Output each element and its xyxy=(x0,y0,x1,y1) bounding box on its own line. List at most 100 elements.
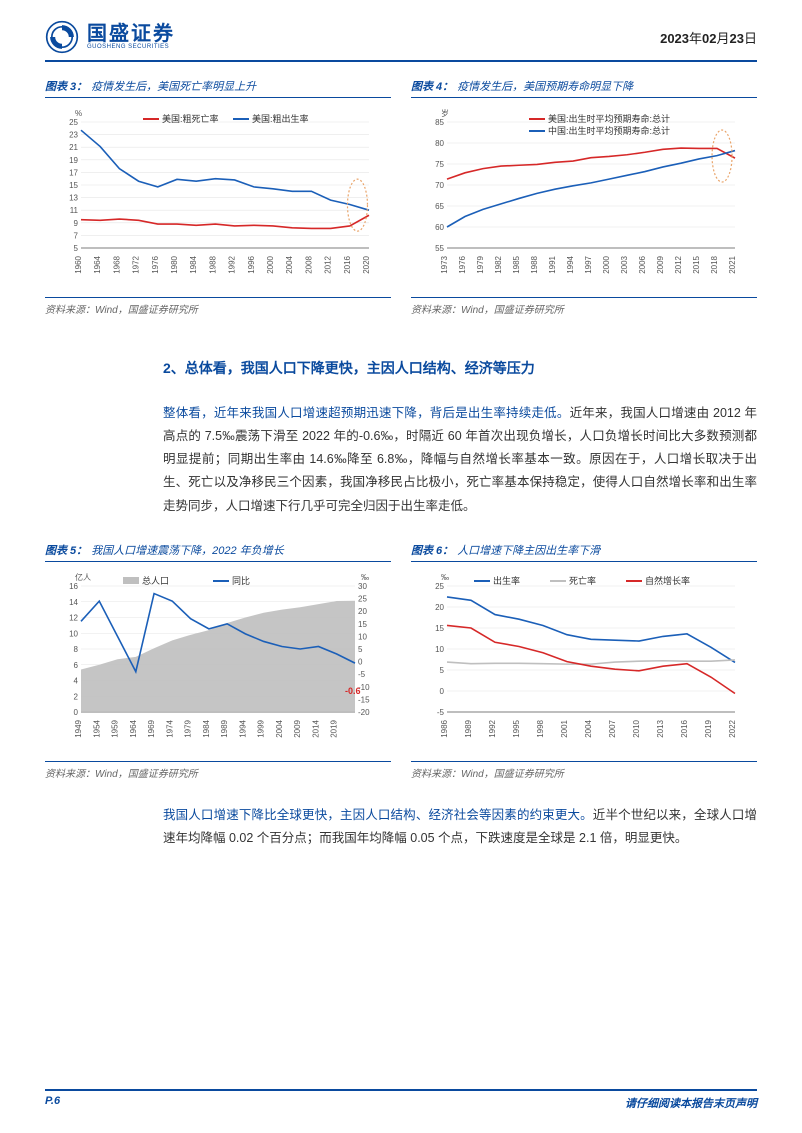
chart3-svg: 5791113151719212325196019641968197219761… xyxy=(45,102,391,292)
svg-text:2022: 2022 xyxy=(728,719,737,737)
svg-text:1988: 1988 xyxy=(208,255,217,273)
svg-text:总人口: 总人口 xyxy=(142,575,169,586)
svg-text:17: 17 xyxy=(69,168,78,177)
svg-text:2010: 2010 xyxy=(632,719,641,737)
svg-text:2004: 2004 xyxy=(275,719,284,737)
chart4-source: 资料来源：Wind，国盛证券研究所 xyxy=(411,297,757,316)
svg-text:2014: 2014 xyxy=(311,719,320,737)
svg-text:中国:出生时平均预期寿命:总计: 中国:出生时平均预期寿命:总计 xyxy=(548,125,670,136)
svg-text:9: 9 xyxy=(74,219,79,228)
chart4-title: 图表 4：疫情发生后，美国预期寿命明显下降 xyxy=(411,78,757,98)
svg-text:死亡率: 死亡率 xyxy=(569,575,596,586)
svg-text:6: 6 xyxy=(74,660,79,669)
chart3-source: 资料来源：Wind，国盛证券研究所 xyxy=(45,297,391,316)
svg-text:19: 19 xyxy=(69,156,78,165)
svg-text:1994: 1994 xyxy=(566,255,575,273)
svg-text:‰: ‰ xyxy=(361,573,369,582)
svg-text:岁: 岁 xyxy=(441,108,449,118)
svg-text:1954: 1954 xyxy=(92,719,101,737)
svg-text:2000: 2000 xyxy=(602,255,611,273)
chart4-col: 图表 4：疫情发生后，美国预期寿命明显下降 556065707580851973… xyxy=(411,78,757,316)
svg-text:2019: 2019 xyxy=(704,719,713,737)
svg-text:美国:粗出生率: 美国:粗出生率 xyxy=(252,113,309,124)
para1-rest: 近年来，我国人口增速由 2012 年高点的 7.5‰震荡下滑至 2022 年的-… xyxy=(163,406,757,513)
svg-text:10: 10 xyxy=(435,645,444,654)
chart6-svg: -505101520251986198919921995199820012004… xyxy=(411,566,757,756)
svg-text:%: % xyxy=(75,109,82,118)
svg-text:-20: -20 xyxy=(358,708,370,717)
svg-text:‰: ‰ xyxy=(441,573,449,582)
svg-text:同比: 同比 xyxy=(232,575,250,586)
chart5-svg: 0246810121416-20-15-10-5051015202530‰194… xyxy=(45,566,391,756)
svg-text:1986: 1986 xyxy=(440,719,449,737)
para2-highlight: 我国人口增速下降比全球更快，主因人口结构、经济社会等因素的约束更大。 xyxy=(163,808,593,822)
svg-text:70: 70 xyxy=(435,181,444,190)
svg-text:1984: 1984 xyxy=(189,255,198,273)
svg-text:2: 2 xyxy=(74,692,79,701)
svg-text:16: 16 xyxy=(69,582,78,591)
svg-text:60: 60 xyxy=(435,223,444,232)
report-date: 2023年02月23日 xyxy=(660,28,757,47)
svg-text:2007: 2007 xyxy=(608,719,617,737)
svg-text:2020: 2020 xyxy=(362,255,371,273)
chart6-col: 图表 6：人口增速下降主因出生率下滑 -50510152025198619891… xyxy=(411,542,757,780)
svg-text:1985: 1985 xyxy=(512,255,521,273)
chart3-title: 图表 3：疫情发生后，美国死亡率明显上升 xyxy=(45,78,391,98)
svg-text:5: 5 xyxy=(74,244,79,253)
svg-text:1999: 1999 xyxy=(257,719,266,737)
svg-text:80: 80 xyxy=(435,139,444,148)
svg-text:11: 11 xyxy=(70,206,79,215)
svg-text:1980: 1980 xyxy=(170,255,179,273)
svg-text:55: 55 xyxy=(435,244,444,253)
svg-text:-5: -5 xyxy=(358,670,366,679)
chart5-title: 图表 5：我国人口增速震荡下降，2022 年负增长 xyxy=(45,542,391,562)
svg-text:7: 7 xyxy=(74,231,79,240)
svg-text:1992: 1992 xyxy=(228,255,237,273)
svg-text:2000: 2000 xyxy=(266,255,275,273)
svg-text:2004: 2004 xyxy=(584,719,593,737)
section2-heading: 2、总体看，我国人口下降更快，主因人口结构、经济等压力 xyxy=(163,358,757,378)
svg-text:1959: 1959 xyxy=(111,719,120,737)
svg-text:1973: 1973 xyxy=(440,255,449,273)
svg-text:2016: 2016 xyxy=(680,719,689,737)
svg-text:1989: 1989 xyxy=(220,719,229,737)
svg-text:亿人: 亿人 xyxy=(75,572,91,582)
svg-text:8: 8 xyxy=(74,645,79,654)
svg-text:0: 0 xyxy=(358,657,363,666)
svg-text:2003: 2003 xyxy=(620,255,629,273)
svg-text:15: 15 xyxy=(435,624,444,633)
svg-text:2019: 2019 xyxy=(330,719,339,737)
page-footer: P.6 请仔细阅读本报告末页声明 xyxy=(45,1089,757,1111)
svg-text:1984: 1984 xyxy=(202,719,211,737)
svg-text:1997: 1997 xyxy=(584,255,593,273)
svg-text:-15: -15 xyxy=(358,695,370,704)
svg-text:25: 25 xyxy=(435,582,444,591)
company-name-en: GUOSHENG SECURITIES xyxy=(87,44,175,50)
svg-text:1949: 1949 xyxy=(74,719,83,737)
svg-text:1998: 1998 xyxy=(536,719,545,737)
svg-text:1979: 1979 xyxy=(476,255,485,273)
svg-text:2012: 2012 xyxy=(324,255,333,273)
svg-text:2016: 2016 xyxy=(343,255,352,273)
svg-text:13: 13 xyxy=(69,194,78,203)
svg-text:1960: 1960 xyxy=(74,255,83,273)
svg-text:美国:粗死亡率: 美国:粗死亡率 xyxy=(162,113,219,124)
svg-text:15: 15 xyxy=(358,619,367,628)
svg-text:1982: 1982 xyxy=(494,255,503,273)
svg-text:1991: 1991 xyxy=(548,255,557,273)
svg-text:15: 15 xyxy=(69,181,78,190)
svg-text:30: 30 xyxy=(358,582,367,591)
page-number: P.6 xyxy=(45,1095,60,1111)
svg-text:23: 23 xyxy=(69,131,78,140)
svg-text:20: 20 xyxy=(435,603,444,612)
svg-text:-5: -5 xyxy=(437,708,445,717)
svg-text:12: 12 xyxy=(69,613,78,622)
footer-disclaimer: 请仔细阅读本报告末页声明 xyxy=(625,1095,757,1111)
svg-text:1968: 1968 xyxy=(112,255,121,273)
svg-text:-0.6: -0.6 xyxy=(345,686,361,696)
svg-text:2021: 2021 xyxy=(728,255,737,273)
svg-text:1964: 1964 xyxy=(93,255,102,273)
body-para-1: 整体看，近年来我国人口增速超预期迅速下降，背后是出生率持续走低。近年来，我国人口… xyxy=(163,402,757,518)
svg-text:1979: 1979 xyxy=(184,719,193,737)
svg-text:10: 10 xyxy=(358,632,367,641)
